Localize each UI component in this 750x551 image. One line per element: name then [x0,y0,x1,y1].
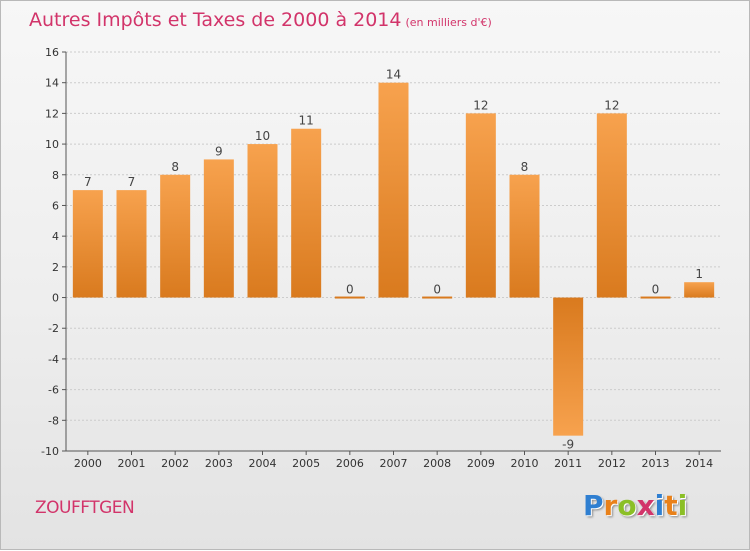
bar [422,296,453,299]
logo-letter: i [654,489,665,522]
proxiti-logo: Proxiti [583,489,687,522]
y-tick-label: 10 [45,138,59,151]
logo-letter: P [583,489,604,522]
bar-value-label: 0 [652,283,660,297]
bar-value-label: 7 [128,175,136,189]
logo-letter: t [664,489,678,522]
x-tick-label: 2004 [249,457,277,470]
x-tick-label: 2008 [423,457,451,470]
bar-value-label: 12 [604,98,619,112]
bar-value-label: 10 [255,129,270,143]
x-tick-label: 2009 [467,457,495,470]
y-tick-label: 8 [52,169,59,182]
y-tick-label: -8 [48,414,59,427]
bar-value-label: 0 [346,283,354,297]
bar-value-label: -9 [562,438,574,452]
bar [553,297,584,436]
bar [509,174,540,298]
y-tick-label: 14 [45,77,59,90]
bar [72,190,103,298]
commune-name: ZOUFFTGEN [35,498,135,518]
bar [465,113,496,298]
logo-letter: o [617,489,637,522]
y-tick-label: 0 [52,292,59,305]
x-tick-label: 2005 [292,457,320,470]
bar [160,174,191,298]
bar [640,296,671,299]
logo-letter: r [603,489,618,522]
x-tick-label: 2002 [161,457,189,470]
y-tick-label: -6 [48,384,59,397]
bar-value-label: 8 [171,160,179,174]
y-tick-label: 2 [52,261,59,274]
x-tick-label: 2014 [685,457,713,470]
bar [378,82,409,298]
logo-letter: i [677,489,688,522]
x-tick-label: 2000 [74,457,102,470]
y-tick-label: 4 [52,230,59,243]
x-tick-label: 2013 [642,457,670,470]
x-tick-label: 2006 [336,457,364,470]
x-tick-label: 2012 [598,457,626,470]
y-tick-label: 16 [45,46,59,59]
chart-title-unit: (en milliers d'€) [405,16,492,29]
chart-title-text: Autres Impôts et Taxes de 2000 à 2014 [29,9,402,31]
bar-value-label: 8 [521,160,529,174]
bar [334,296,365,299]
x-tick-label: 2010 [511,457,539,470]
bar [247,144,278,298]
bar [116,190,147,298]
x-tick-label: 2007 [380,457,408,470]
y-tick-label: -4 [48,353,59,366]
bar-value-label: 1 [695,267,703,281]
bar [596,113,627,298]
x-tick-label: 2011 [554,457,582,470]
bar-value-label: 9 [215,144,223,158]
bar [684,282,715,298]
bar-value-label: 11 [299,114,314,128]
x-tick-label: 2001 [118,457,146,470]
y-tick-label: -2 [48,322,59,335]
bar-value-label: 12 [473,98,488,112]
bar [291,128,322,298]
x-tick-label: 2003 [205,457,233,470]
bar-value-label: 7 [84,175,92,189]
y-tick-label: 12 [45,107,59,120]
y-tick-label: -10 [41,445,59,458]
chart-title: Autres Impôts et Taxes de 2000 à 2014 (en… [29,9,492,31]
bar-value-label: 0 [433,283,441,297]
bar [203,159,234,298]
logo-letter: x [636,489,655,522]
y-tick-label: 6 [52,199,59,212]
bar-value-label: 14 [386,68,401,82]
